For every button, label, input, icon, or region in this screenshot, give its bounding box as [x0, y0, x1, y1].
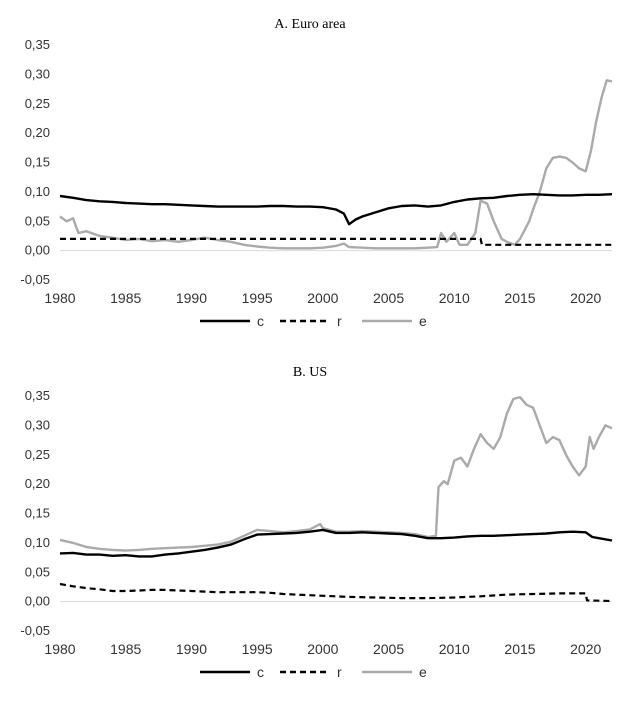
series-line-e [59, 396, 613, 552]
series-line-r [59, 582, 613, 603]
x-tick-label: 2015 [504, 641, 535, 657]
y-tick-label: -0,05 [20, 623, 50, 638]
x-tick-label: 2010 [439, 641, 470, 657]
y-tick-label: 0,30 [25, 417, 50, 432]
chart-title: A. Euro area [274, 17, 346, 32]
x-tick-label: 2010 [439, 290, 470, 306]
x-tick-label: 1985 [110, 290, 141, 306]
y-tick-label: -0,05 [20, 272, 50, 287]
x-tick-label: 2020 [570, 290, 601, 306]
y-tick-label: 0,15 [25, 155, 50, 170]
x-tick-label: 1990 [176, 641, 207, 657]
x-tick-label: 2000 [307, 641, 338, 657]
y-tick-label: 0,00 [25, 243, 50, 258]
x-tick-label: 2020 [570, 641, 601, 657]
y-tick-label: 0,10 [25, 184, 50, 199]
series-line-e [59, 79, 613, 250]
x-tick-label: 1985 [110, 641, 141, 657]
chart-us-svg: B. US -0,05 0,00 0,05 0,10 0,15 0,20 0,25 0,30 0… [20, 365, 613, 680]
x-tick-label: 1980 [44, 290, 75, 306]
y-tick-label: 0,30 [25, 66, 50, 81]
x-tick-label: 2005 [373, 641, 404, 657]
chart-euro-area-svg: A. Euro area -0,05 0,00 0,05 0,10 0,15 0,20 0,… [20, 17, 613, 329]
chart-euro-area: A. Euro area -0,05 0,00 0,05 0,10 0,15 0,20 0,… [0, 0, 617, 352]
legend-label-c: c [257, 313, 264, 329]
legend-label-c: c [257, 664, 264, 680]
legend-label-r: r [337, 313, 342, 329]
legend-label-e: e [419, 313, 427, 329]
x-tick-label: 2015 [504, 290, 535, 306]
legend: c r e [200, 313, 427, 329]
y-tick-label: 0,20 [25, 125, 50, 140]
series-line-c [59, 192, 613, 226]
legend-label-r: r [337, 664, 342, 680]
x-tick-label: 1990 [176, 290, 207, 306]
y-tick-label: 0,15 [25, 506, 50, 521]
y-tick-label: 0,00 [25, 594, 50, 609]
legend-label-e: e [419, 664, 427, 680]
x-tick-label: 2000 [307, 290, 338, 306]
y-tick-label: 0,25 [25, 447, 50, 462]
x-tick-label: 2005 [373, 290, 404, 306]
y-tick-label: 0,35 [25, 37, 50, 52]
series-line-r [60, 237, 612, 246]
y-tick-label: 0,05 [25, 564, 50, 579]
y-tick-label: 0,20 [25, 476, 50, 491]
x-tick-label: 1995 [242, 290, 273, 306]
chart-us: B. US -0,05 0,00 0,05 0,10 0,15 0,20 0,25 0,30 0… [0, 352, 617, 705]
y-tick-label: 0,35 [25, 388, 50, 403]
legend: c r e [200, 664, 427, 680]
y-tick-label: 0,25 [25, 96, 50, 111]
chart-title: B. US [293, 365, 327, 380]
y-tick-label: 0,05 [25, 213, 50, 228]
series-line-c [59, 528, 613, 558]
y-tick-label: 0,10 [25, 535, 50, 550]
x-tick-label: 1995 [242, 641, 273, 657]
x-tick-label: 1980 [44, 641, 75, 657]
